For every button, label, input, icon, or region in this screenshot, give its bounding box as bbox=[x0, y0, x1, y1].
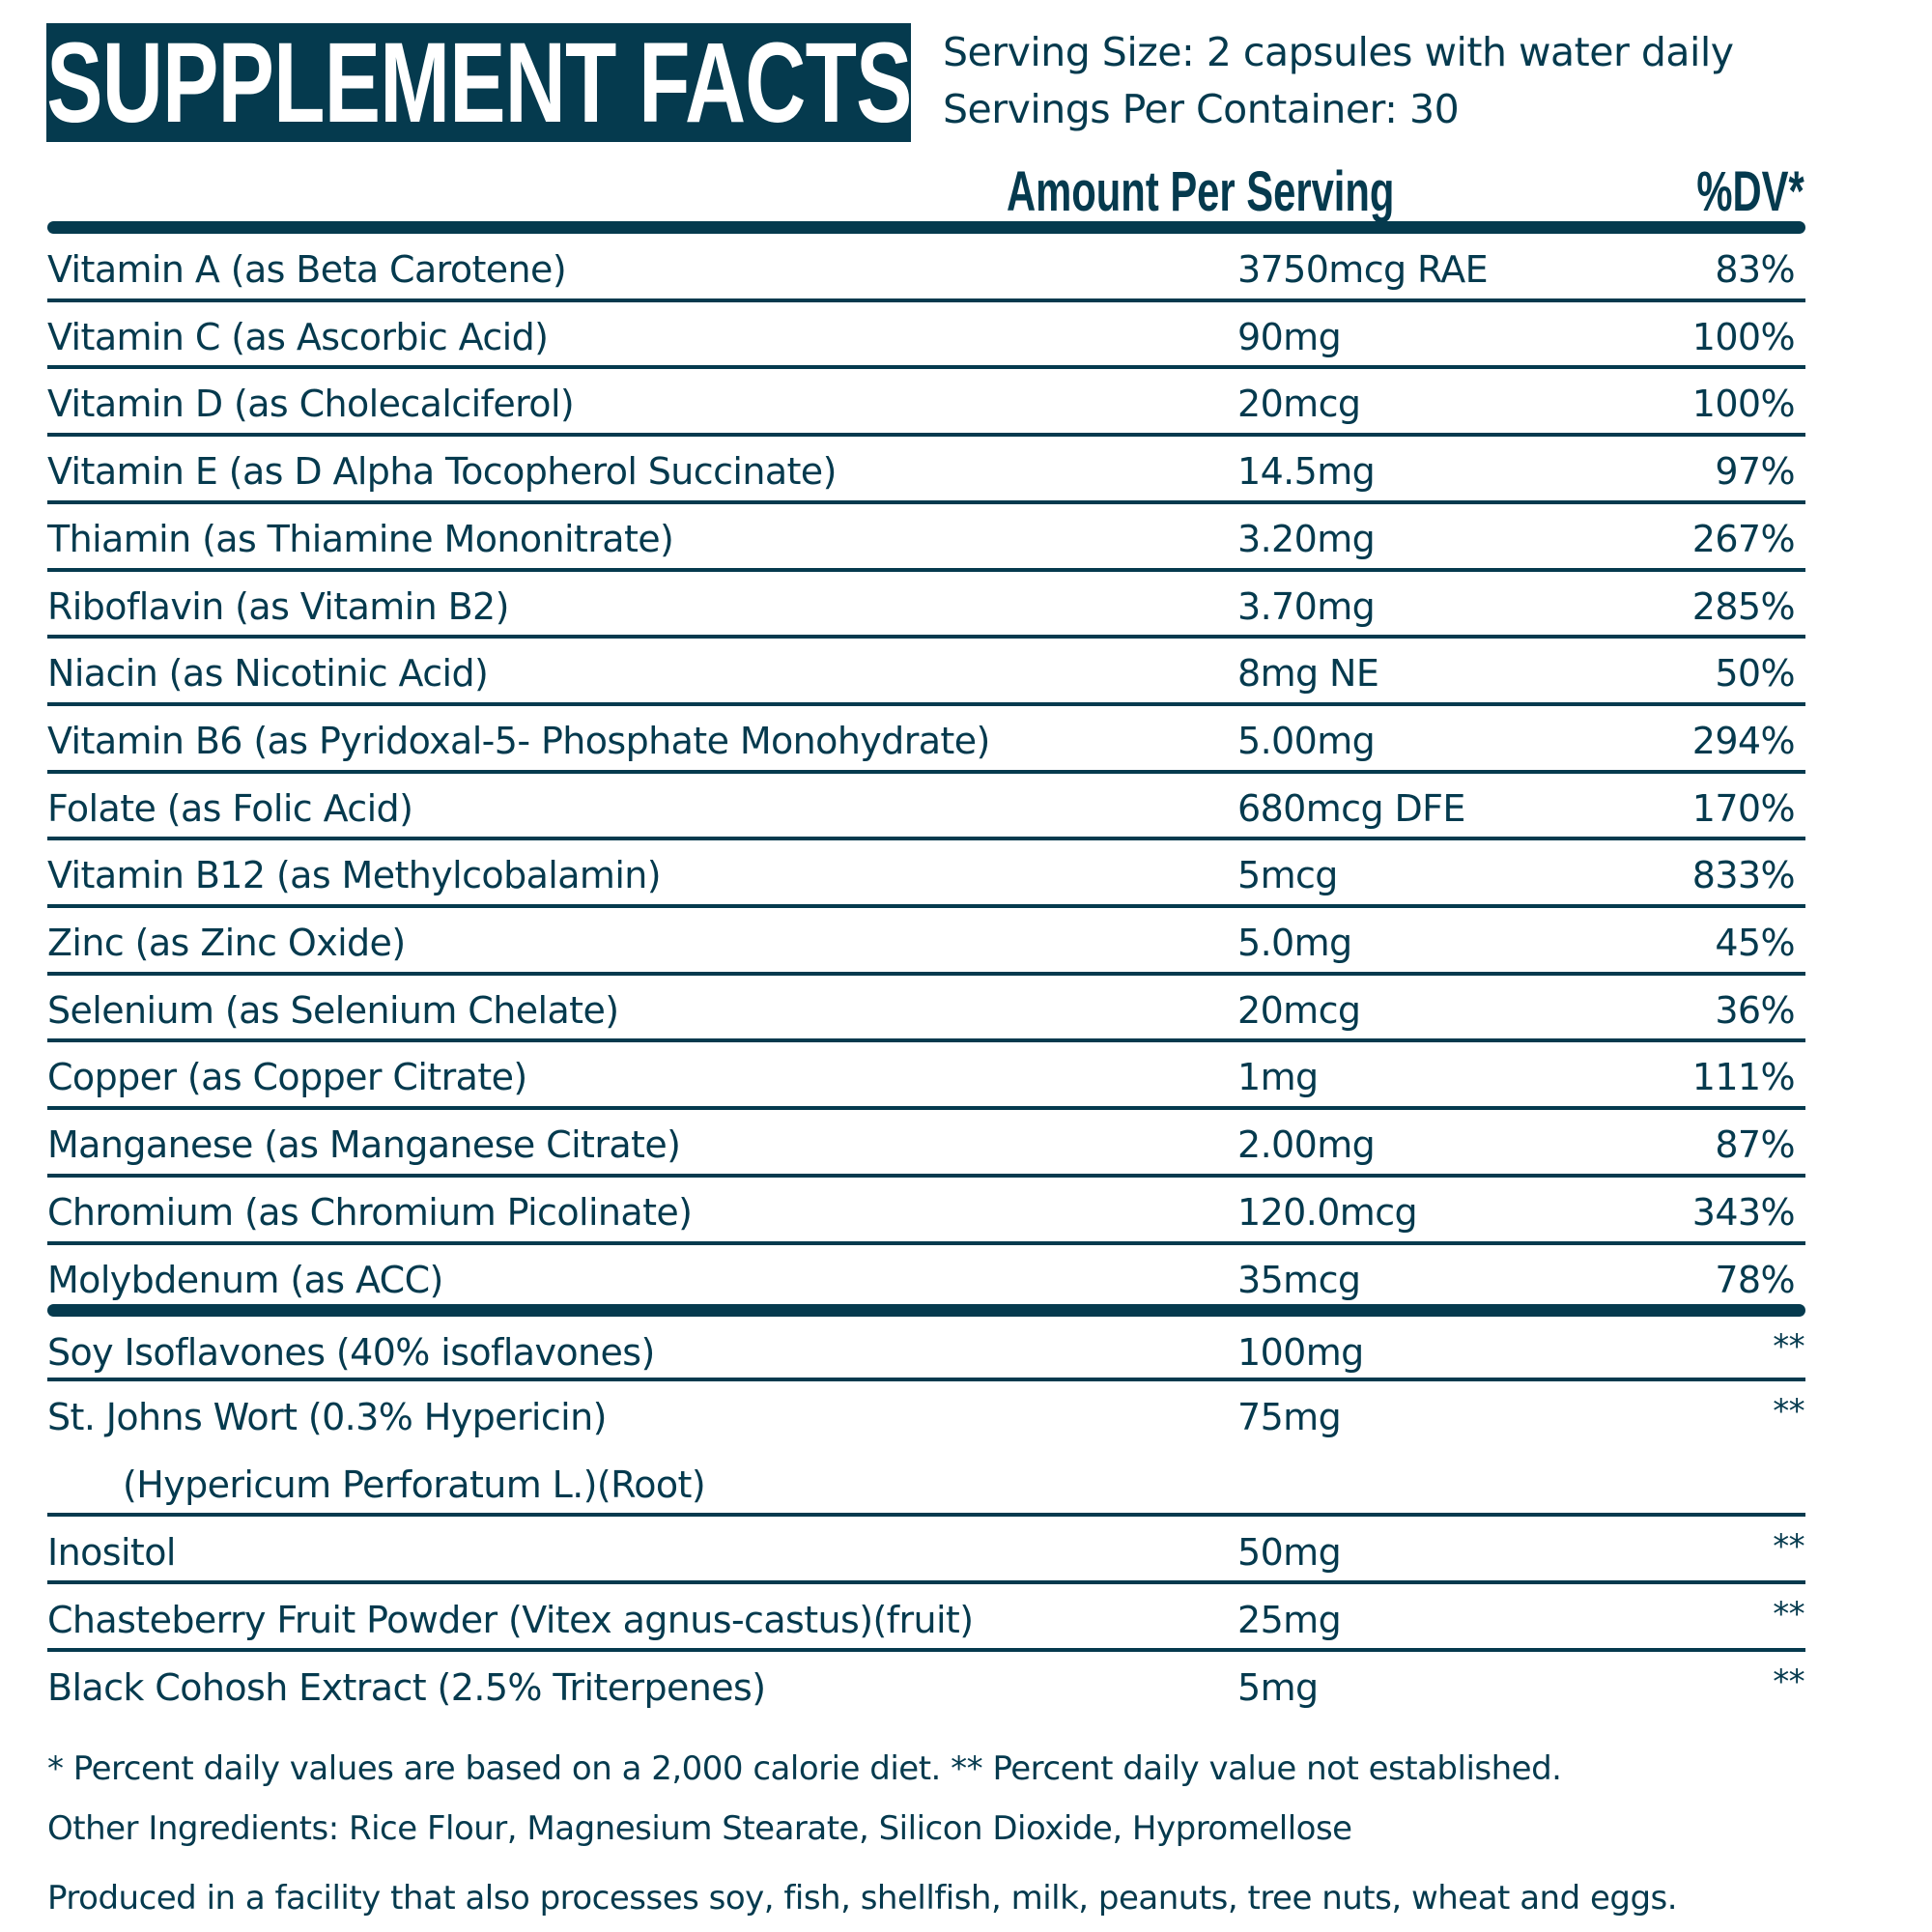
nutrient-amount: 3750mcg RAE bbox=[1237, 248, 1489, 291]
title-banner: SUPPLEMENT FACTS bbox=[45, 18, 912, 147]
ingredient-name-continued: (Hypericum Perforatum L.)(Root) bbox=[123, 1463, 706, 1506]
row-divider bbox=[47, 635, 1805, 639]
nutrient-name: Vitamin C (as Ascorbic Acid) bbox=[47, 315, 549, 358]
ingredient-amount: 100mg bbox=[1237, 1331, 1364, 1374]
nutrient-name: Vitamin B12 (as Methylcobalamin) bbox=[47, 854, 662, 897]
nutrient-amount: 5.0mg bbox=[1237, 922, 1352, 964]
row-divider bbox=[47, 567, 1805, 572]
nutrient-dv: 87% bbox=[1715, 1123, 1795, 1167]
nutrient-name: Thiamin (as Thiamine Mononitrate) bbox=[47, 517, 674, 560]
nutrient-amount: 3.20mg bbox=[1237, 517, 1376, 560]
nutrient-amount: 680mcg DFE bbox=[1237, 786, 1465, 830]
nutrient-dv: 97% bbox=[1715, 450, 1795, 494]
row-divider bbox=[47, 1106, 1805, 1111]
dv-footnote: * Percent daily values are based on a 2,… bbox=[47, 1749, 1562, 1788]
nutrient-amount: 2.00mg bbox=[1237, 1123, 1376, 1167]
row-divider bbox=[47, 1038, 1805, 1043]
ingredient-dv: ** bbox=[1773, 1662, 1804, 1701]
nutrient-amount: 5.00mg bbox=[1237, 719, 1376, 762]
nutrient-dv: 294% bbox=[1691, 719, 1796, 762]
nutrient-amount: 14.5mg bbox=[1237, 450, 1376, 494]
ingredient-name: Chasteberry Fruit Powder (Vitex agnus-ca… bbox=[47, 1599, 974, 1641]
ingredient-dv: ** bbox=[1773, 1327, 1804, 1366]
nutrient-name: Vitamin E (as D Alpha Tocopherol Succina… bbox=[47, 450, 837, 494]
nutrient-dv: 343% bbox=[1691, 1190, 1796, 1234]
column-header-dv: %DV* bbox=[1696, 160, 1804, 223]
nutrient-name: Vitamin B6 (as Pyridoxal-5- Phosphate Mo… bbox=[47, 719, 990, 762]
nutrient-name: Manganese (as Manganese Citrate) bbox=[47, 1123, 681, 1167]
row-divider bbox=[47, 1580, 1805, 1584]
serving-size: Serving Size: 2 capsules with water dail… bbox=[943, 29, 1734, 75]
ingredient-amount: 75mg bbox=[1237, 1396, 1342, 1438]
nutrient-amount: 8mg NE bbox=[1237, 652, 1379, 696]
nutrient-name: Riboflavin (as Vitamin B2) bbox=[47, 584, 509, 628]
ingredient-name: Black Cohosh Extract (2.5% Triterpenes) bbox=[47, 1666, 766, 1709]
ingredient-dv: ** bbox=[1773, 1527, 1804, 1566]
nutrient-amount: 3.70mg bbox=[1237, 584, 1376, 628]
nutrient-amount: 90mg bbox=[1237, 315, 1342, 358]
section-divider bbox=[47, 1304, 1805, 1317]
row-divider bbox=[47, 298, 1805, 302]
ingredient-dv: ** bbox=[1773, 1595, 1804, 1634]
allergen-statement: Produced in a facility that also process… bbox=[47, 1879, 1678, 1918]
row-divider bbox=[47, 971, 1805, 976]
nutrient-dv: 100% bbox=[1691, 315, 1796, 358]
row-divider bbox=[47, 1378, 1805, 1381]
nutrient-amount: 1mg bbox=[1237, 1056, 1319, 1099]
nutrient-name: Zinc (as Zinc Oxide) bbox=[47, 922, 406, 964]
row-divider bbox=[47, 1648, 1805, 1652]
nutrient-amount: 120.0mcg bbox=[1237, 1190, 1418, 1234]
row-divider bbox=[47, 837, 1805, 841]
nutrient-name: Vitamin D (as Cholecalciferol) bbox=[47, 383, 575, 426]
header-divider bbox=[47, 221, 1805, 234]
row-divider bbox=[47, 1173, 1805, 1178]
nutrient-amount: 5mcg bbox=[1237, 854, 1338, 897]
nutrient-amount: 35mcg bbox=[1237, 1258, 1361, 1301]
nutrient-dv: 170% bbox=[1691, 786, 1796, 830]
nutrient-name: Folate (as Folic Acid) bbox=[47, 786, 413, 830]
column-header-amount: Amount Per Serving bbox=[1007, 160, 1395, 223]
row-divider bbox=[47, 365, 1805, 370]
row-divider bbox=[47, 701, 1805, 706]
row-divider bbox=[47, 1240, 1805, 1245]
servings-per-container: Servings Per Container: 30 bbox=[943, 86, 1460, 132]
row-divider bbox=[47, 499, 1805, 504]
ingredient-amount: 25mg bbox=[1237, 1599, 1342, 1641]
nutrient-name: Copper (as Copper Citrate) bbox=[47, 1056, 527, 1099]
ingredient-dv: ** bbox=[1773, 1392, 1804, 1431]
nutrient-dv: 285% bbox=[1691, 584, 1796, 628]
nutrient-dv: 36% bbox=[1715, 988, 1795, 1032]
ingredient-amount: 5mg bbox=[1237, 1666, 1319, 1709]
nutrient-amount: 20mcg bbox=[1237, 383, 1361, 426]
nutrient-amount: 20mcg bbox=[1237, 988, 1361, 1032]
page-title: SUPPLEMENT FACTS bbox=[45, 18, 912, 147]
nutrient-dv: 111% bbox=[1691, 1056, 1796, 1099]
nutrient-dv: 45% bbox=[1715, 922, 1795, 964]
nutrient-dv: 833% bbox=[1691, 854, 1796, 897]
nutrient-dv: 100% bbox=[1691, 383, 1796, 426]
nutrient-name: Chromium (as Chromium Picolinate) bbox=[47, 1190, 693, 1234]
row-divider bbox=[47, 904, 1805, 908]
nutrient-dv: 50% bbox=[1715, 652, 1795, 696]
ingredient-name: St. Johns Wort (0.3% Hypericin) bbox=[47, 1396, 607, 1438]
nutrient-name: Niacin (as Nicotinic Acid) bbox=[47, 652, 489, 696]
nutrient-dv: 78% bbox=[1715, 1258, 1795, 1301]
row-divider bbox=[47, 1513, 1805, 1517]
nutrient-dv: 83% bbox=[1715, 248, 1795, 291]
row-divider bbox=[47, 769, 1805, 774]
nutrient-name: Molybdenum (as ACC) bbox=[47, 1258, 443, 1301]
ingredient-name: Soy Isoflavones (40% isoflavones) bbox=[47, 1331, 655, 1374]
ingredient-amount: 50mg bbox=[1237, 1531, 1342, 1574]
nutrient-dv: 267% bbox=[1691, 517, 1796, 560]
ingredient-name: Inositol bbox=[47, 1531, 176, 1574]
nutrient-name: Selenium (as Selenium Chelate) bbox=[47, 988, 619, 1032]
row-divider bbox=[47, 433, 1805, 438]
nutrient-name: Vitamin A (as Beta Carotene) bbox=[47, 248, 567, 291]
other-ingredients: Other Ingredients: Rice Flour, Magnesium… bbox=[47, 1809, 1352, 1848]
